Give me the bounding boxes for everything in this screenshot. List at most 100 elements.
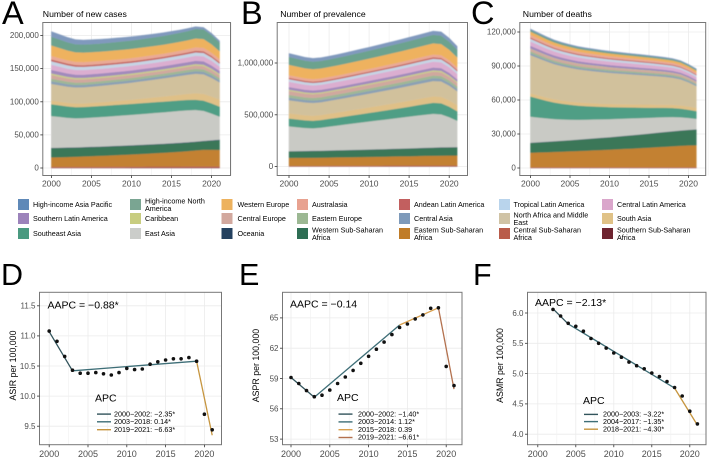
svg-text:Andean Latin America: Andean Latin America (414, 200, 484, 209)
svg-text:2000: 2000 (521, 178, 540, 188)
svg-text:60,000: 60,000 (491, 96, 516, 105)
svg-text:Western Sub-Saharan: Western Sub-Saharan (312, 226, 383, 235)
svg-text:2019−2021: −6.61*: 2019−2021: −6.61* (358, 433, 419, 442)
svg-text:2020: 2020 (194, 449, 214, 458)
svg-text:ASPR per 100,000: ASPR per 100,000 (251, 329, 261, 402)
svg-text:Tropical Latin America: Tropical Latin America (514, 200, 585, 209)
svg-text:65: 65 (270, 314, 279, 323)
svg-text:2010: 2010 (122, 178, 141, 188)
svg-text:ASIR per 100,000: ASIR per 100,000 (8, 330, 18, 400)
svg-text:2015: 2015 (397, 449, 417, 458)
svg-text:AAPC = −0.14: AAPC = −0.14 (290, 299, 357, 311)
svg-text:2015−2018: 0.39: 2015−2018: 0.39 (358, 425, 412, 434)
svg-text:Central Sub-Saharan: Central Sub-Saharan (514, 226, 582, 235)
svg-text:90,000: 90,000 (491, 62, 516, 71)
svg-text:Australasia: Australasia (312, 200, 348, 209)
svg-text:South Asia: South Asia (617, 214, 651, 223)
svg-text:59: 59 (270, 374, 279, 383)
svg-text:4.0: 4.0 (512, 430, 524, 439)
svg-text:Oceania: Oceania (238, 229, 265, 238)
svg-text:AAPC = −2.13*: AAPC = −2.13* (535, 297, 606, 309)
svg-text:2010: 2010 (600, 178, 619, 188)
svg-text:2015: 2015 (640, 178, 659, 188)
svg-text:Caribbean: Caribbean (145, 214, 178, 223)
svg-text:1,000,000: 1,000,000 (238, 59, 274, 68)
svg-text:East: East (514, 218, 528, 227)
svg-text:2003−2018: 0.14*: 2003−2018: 0.14* (114, 417, 171, 426)
svg-text:2000: 2000 (39, 449, 59, 458)
svg-text:Western Europe: Western Europe (238, 200, 290, 209)
svg-text:Eastern Europe: Eastern Europe (312, 214, 362, 223)
svg-text:5.5: 5.5 (512, 339, 524, 348)
svg-text:Africa: Africa (617, 233, 635, 242)
svg-text:2000: 2000 (528, 449, 548, 458)
svg-text:Southeast Asia: Southeast Asia (33, 229, 81, 238)
svg-text:2005: 2005 (561, 178, 580, 188)
svg-text:Number of deaths: Number of deaths (523, 9, 593, 19)
svg-text:Central Asia: Central Asia (414, 214, 453, 223)
svg-text:Africa: Africa (414, 233, 432, 242)
svg-text:Number of new cases: Number of new cases (43, 9, 128, 19)
svg-text:2005: 2005 (320, 449, 340, 458)
svg-text:APC: APC (583, 395, 605, 407)
svg-text:100,000: 100,000 (10, 97, 39, 106)
svg-text:High-income North: High-income North (145, 197, 205, 206)
svg-text:Southern Sub-Saharan: Southern Sub-Saharan (617, 226, 691, 235)
svg-text:0: 0 (511, 164, 516, 173)
svg-text:2010: 2010 (604, 449, 624, 458)
svg-text:High-income Asia Pacific: High-income Asia Pacific (33, 200, 112, 209)
svg-text:2005: 2005 (78, 449, 98, 458)
svg-text:500,000: 500,000 (244, 110, 273, 119)
svg-text:2015: 2015 (156, 449, 176, 458)
svg-text:200,000: 200,000 (10, 31, 39, 40)
svg-text:2010: 2010 (117, 449, 137, 458)
svg-text:2015: 2015 (162, 178, 181, 188)
svg-text:30,000: 30,000 (491, 130, 516, 139)
svg-text:North Africa and Middle: North Africa and Middle (514, 211, 589, 220)
svg-text:2005: 2005 (566, 449, 586, 458)
svg-text:2015: 2015 (642, 449, 662, 458)
svg-text:2000−2003: −3.22*: 2000−2003: −3.22* (603, 410, 664, 419)
svg-text:2000−2002: −2.35*: 2000−2002: −2.35* (114, 409, 175, 418)
svg-text:Eastern Sub-Saharan: Eastern Sub-Saharan (414, 226, 483, 235)
svg-text:Central Latin America: Central Latin America (617, 200, 686, 209)
svg-text:2000: 2000 (280, 178, 299, 188)
svg-text:2020: 2020 (436, 449, 456, 458)
svg-text:APC: APC (95, 393, 117, 405)
svg-text:2000: 2000 (281, 449, 301, 458)
svg-text:2010: 2010 (359, 449, 379, 458)
svg-text:62: 62 (270, 344, 279, 353)
svg-text:2015: 2015 (400, 178, 419, 188)
svg-text:2005: 2005 (320, 178, 339, 188)
svg-text:East Asia: East Asia (145, 229, 175, 238)
svg-text:ASMR per 100,000: ASMR per 100,000 (495, 328, 505, 403)
svg-text:53: 53 (270, 435, 279, 444)
svg-text:AAPC = −0.88*: AAPC = −0.88* (48, 300, 119, 312)
svg-text:APC: APC (337, 392, 359, 404)
svg-text:56: 56 (270, 405, 279, 414)
svg-text:4.5: 4.5 (512, 400, 524, 409)
svg-text:2020: 2020 (679, 178, 698, 188)
svg-text:9.5: 9.5 (24, 422, 36, 431)
svg-text:2000−2002: −1.40*: 2000−2002: −1.40* (358, 409, 419, 418)
svg-text:2004−2017: −1.35*: 2004−2017: −1.35* (603, 417, 664, 426)
svg-text:10.5: 10.5 (20, 362, 36, 371)
svg-text:Southern Latin America: Southern Latin America (33, 214, 108, 223)
svg-text:2003−2014: 1.12*: 2003−2014: 1.12* (358, 417, 415, 426)
svg-text:Africa: Africa (514, 233, 532, 242)
svg-text:50,000: 50,000 (14, 131, 39, 140)
svg-text:5.0: 5.0 (512, 369, 524, 378)
svg-text:Central Europe: Central Europe (238, 214, 286, 223)
svg-text:2020: 2020 (202, 178, 221, 188)
svg-text:Number of prevalence: Number of prevalence (280, 9, 366, 19)
svg-text:2020: 2020 (440, 178, 459, 188)
svg-text:10.0: 10.0 (20, 392, 36, 401)
svg-text:2019−2021: −6.63*: 2019−2021: −6.63* (114, 425, 175, 434)
svg-text:120,000: 120,000 (487, 28, 516, 37)
svg-text:6.0: 6.0 (512, 309, 524, 318)
svg-text:2010: 2010 (360, 178, 379, 188)
svg-text:America: America (145, 204, 171, 213)
svg-text:2005: 2005 (82, 178, 101, 188)
svg-text:Africa: Africa (312, 233, 330, 242)
svg-text:2018−2021: −4.30*: 2018−2021: −4.30* (603, 424, 664, 433)
